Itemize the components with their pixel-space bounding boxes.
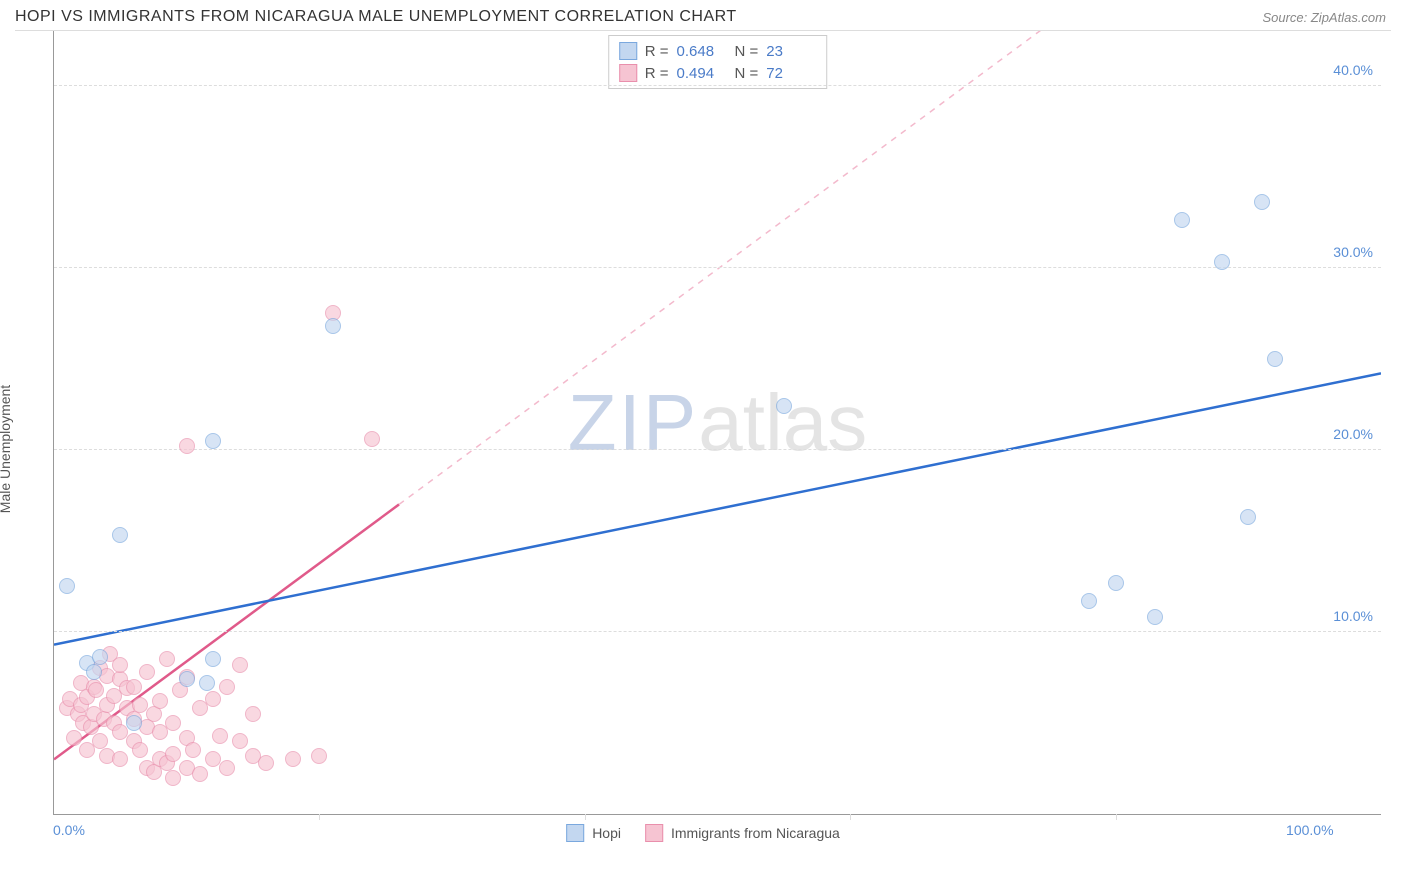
source-name: ZipAtlas.com [1311, 10, 1386, 25]
y-tick-label: 10.0% [1333, 608, 1373, 624]
data-point [1240, 509, 1256, 525]
data-point [192, 766, 208, 782]
data-point [59, 578, 75, 594]
gridline-horizontal [54, 449, 1381, 450]
data-point [776, 398, 792, 414]
legend-item-nicaragua: Immigrants from Nicaragua [645, 824, 840, 842]
data-point [325, 318, 341, 334]
data-point [165, 715, 181, 731]
data-point [199, 675, 215, 691]
data-point [311, 748, 327, 764]
gridline-vertical [585, 814, 586, 820]
chart-title: HOPI VS IMMIGRANTS FROM NICARAGUA MALE U… [15, 8, 737, 26]
r-label: R = [645, 65, 669, 82]
data-point [219, 679, 235, 695]
data-point [285, 751, 301, 767]
gridline-horizontal [54, 267, 1381, 268]
y-tick-label: 40.0% [1333, 62, 1373, 78]
data-point [139, 664, 155, 680]
data-point [1147, 609, 1163, 625]
legend-label-hopi: Hopi [592, 825, 621, 841]
trend-lines-layer [54, 31, 1381, 814]
chart-container: Male Unemployment ZIPatlas R = 0.648 N =… [15, 30, 1391, 850]
data-point [112, 751, 128, 767]
data-point [112, 657, 128, 673]
plot-area: ZIPatlas R = 0.648 N = 23 R = 0.494 N = … [53, 31, 1381, 815]
data-point [1267, 351, 1283, 367]
data-point [219, 760, 235, 776]
data-point [165, 746, 181, 762]
legend-item-hopi: Hopi [566, 824, 621, 842]
watermark-atlas: atlas [698, 378, 867, 467]
legend-label-nicaragua: Immigrants from Nicaragua [671, 825, 840, 841]
data-point [179, 671, 195, 687]
data-point [1174, 212, 1190, 228]
legend-swatch-nicaragua [645, 824, 663, 842]
gridline-vertical [319, 814, 320, 820]
data-point [126, 715, 142, 731]
y-tick-label: 30.0% [1333, 244, 1373, 260]
source-attribution: Source: ZipAtlas.com [1262, 10, 1386, 25]
stats-legend: R = 0.648 N = 23 R = 0.494 N = 72 [608, 35, 828, 89]
data-point [258, 755, 274, 771]
data-point [232, 733, 248, 749]
legend-swatch-hopi [566, 824, 584, 842]
data-point [205, 433, 221, 449]
y-tick-label: 20.0% [1333, 426, 1373, 442]
data-point [245, 706, 261, 722]
data-point [66, 730, 82, 746]
source-prefix: Source: [1262, 10, 1310, 25]
data-point [205, 691, 221, 707]
data-point [1081, 593, 1097, 609]
r-value-nicaragua: 0.494 [677, 65, 727, 82]
stats-row-hopi: R = 0.648 N = 23 [619, 40, 817, 62]
watermark: ZIPatlas [568, 377, 867, 469]
data-point [205, 651, 221, 667]
gridline-horizontal [54, 85, 1381, 86]
n-value-hopi: 23 [766, 43, 816, 60]
data-point [132, 742, 148, 758]
bottom-legend: Hopi Immigrants from Nicaragua [566, 824, 840, 842]
trend-line [54, 373, 1381, 644]
data-point [159, 651, 175, 667]
gridline-vertical [850, 814, 851, 820]
data-point [1108, 575, 1124, 591]
data-point [364, 431, 380, 447]
data-point [126, 679, 142, 695]
n-value-nicaragua: 72 [766, 65, 816, 82]
data-point [112, 527, 128, 543]
data-point [152, 693, 168, 709]
gridline-vertical [1116, 814, 1117, 820]
gridline-horizontal [54, 631, 1381, 632]
data-point [185, 742, 201, 758]
data-point [232, 657, 248, 673]
swatch-nicaragua [619, 64, 637, 82]
n-label: N = [735, 65, 759, 82]
chart-header: HOPI VS IMMIGRANTS FROM NICARAGUA MALE U… [0, 0, 1406, 30]
r-label: R = [645, 43, 669, 60]
y-axis-label: Male Unemployment [0, 384, 13, 512]
data-point [86, 664, 102, 680]
n-label: N = [735, 43, 759, 60]
data-point [92, 649, 108, 665]
swatch-hopi [619, 42, 637, 60]
r-value-hopi: 0.648 [677, 43, 727, 60]
watermark-zip: ZIP [568, 378, 698, 467]
data-point [1214, 254, 1230, 270]
stats-row-nicaragua: R = 0.494 N = 72 [619, 62, 817, 84]
data-point [88, 682, 104, 698]
data-point [179, 438, 195, 454]
x-tick-max: 100.0% [1286, 822, 1333, 838]
x-tick-min: 0.0% [53, 822, 85, 838]
data-point [212, 728, 228, 744]
data-point [1254, 194, 1270, 210]
